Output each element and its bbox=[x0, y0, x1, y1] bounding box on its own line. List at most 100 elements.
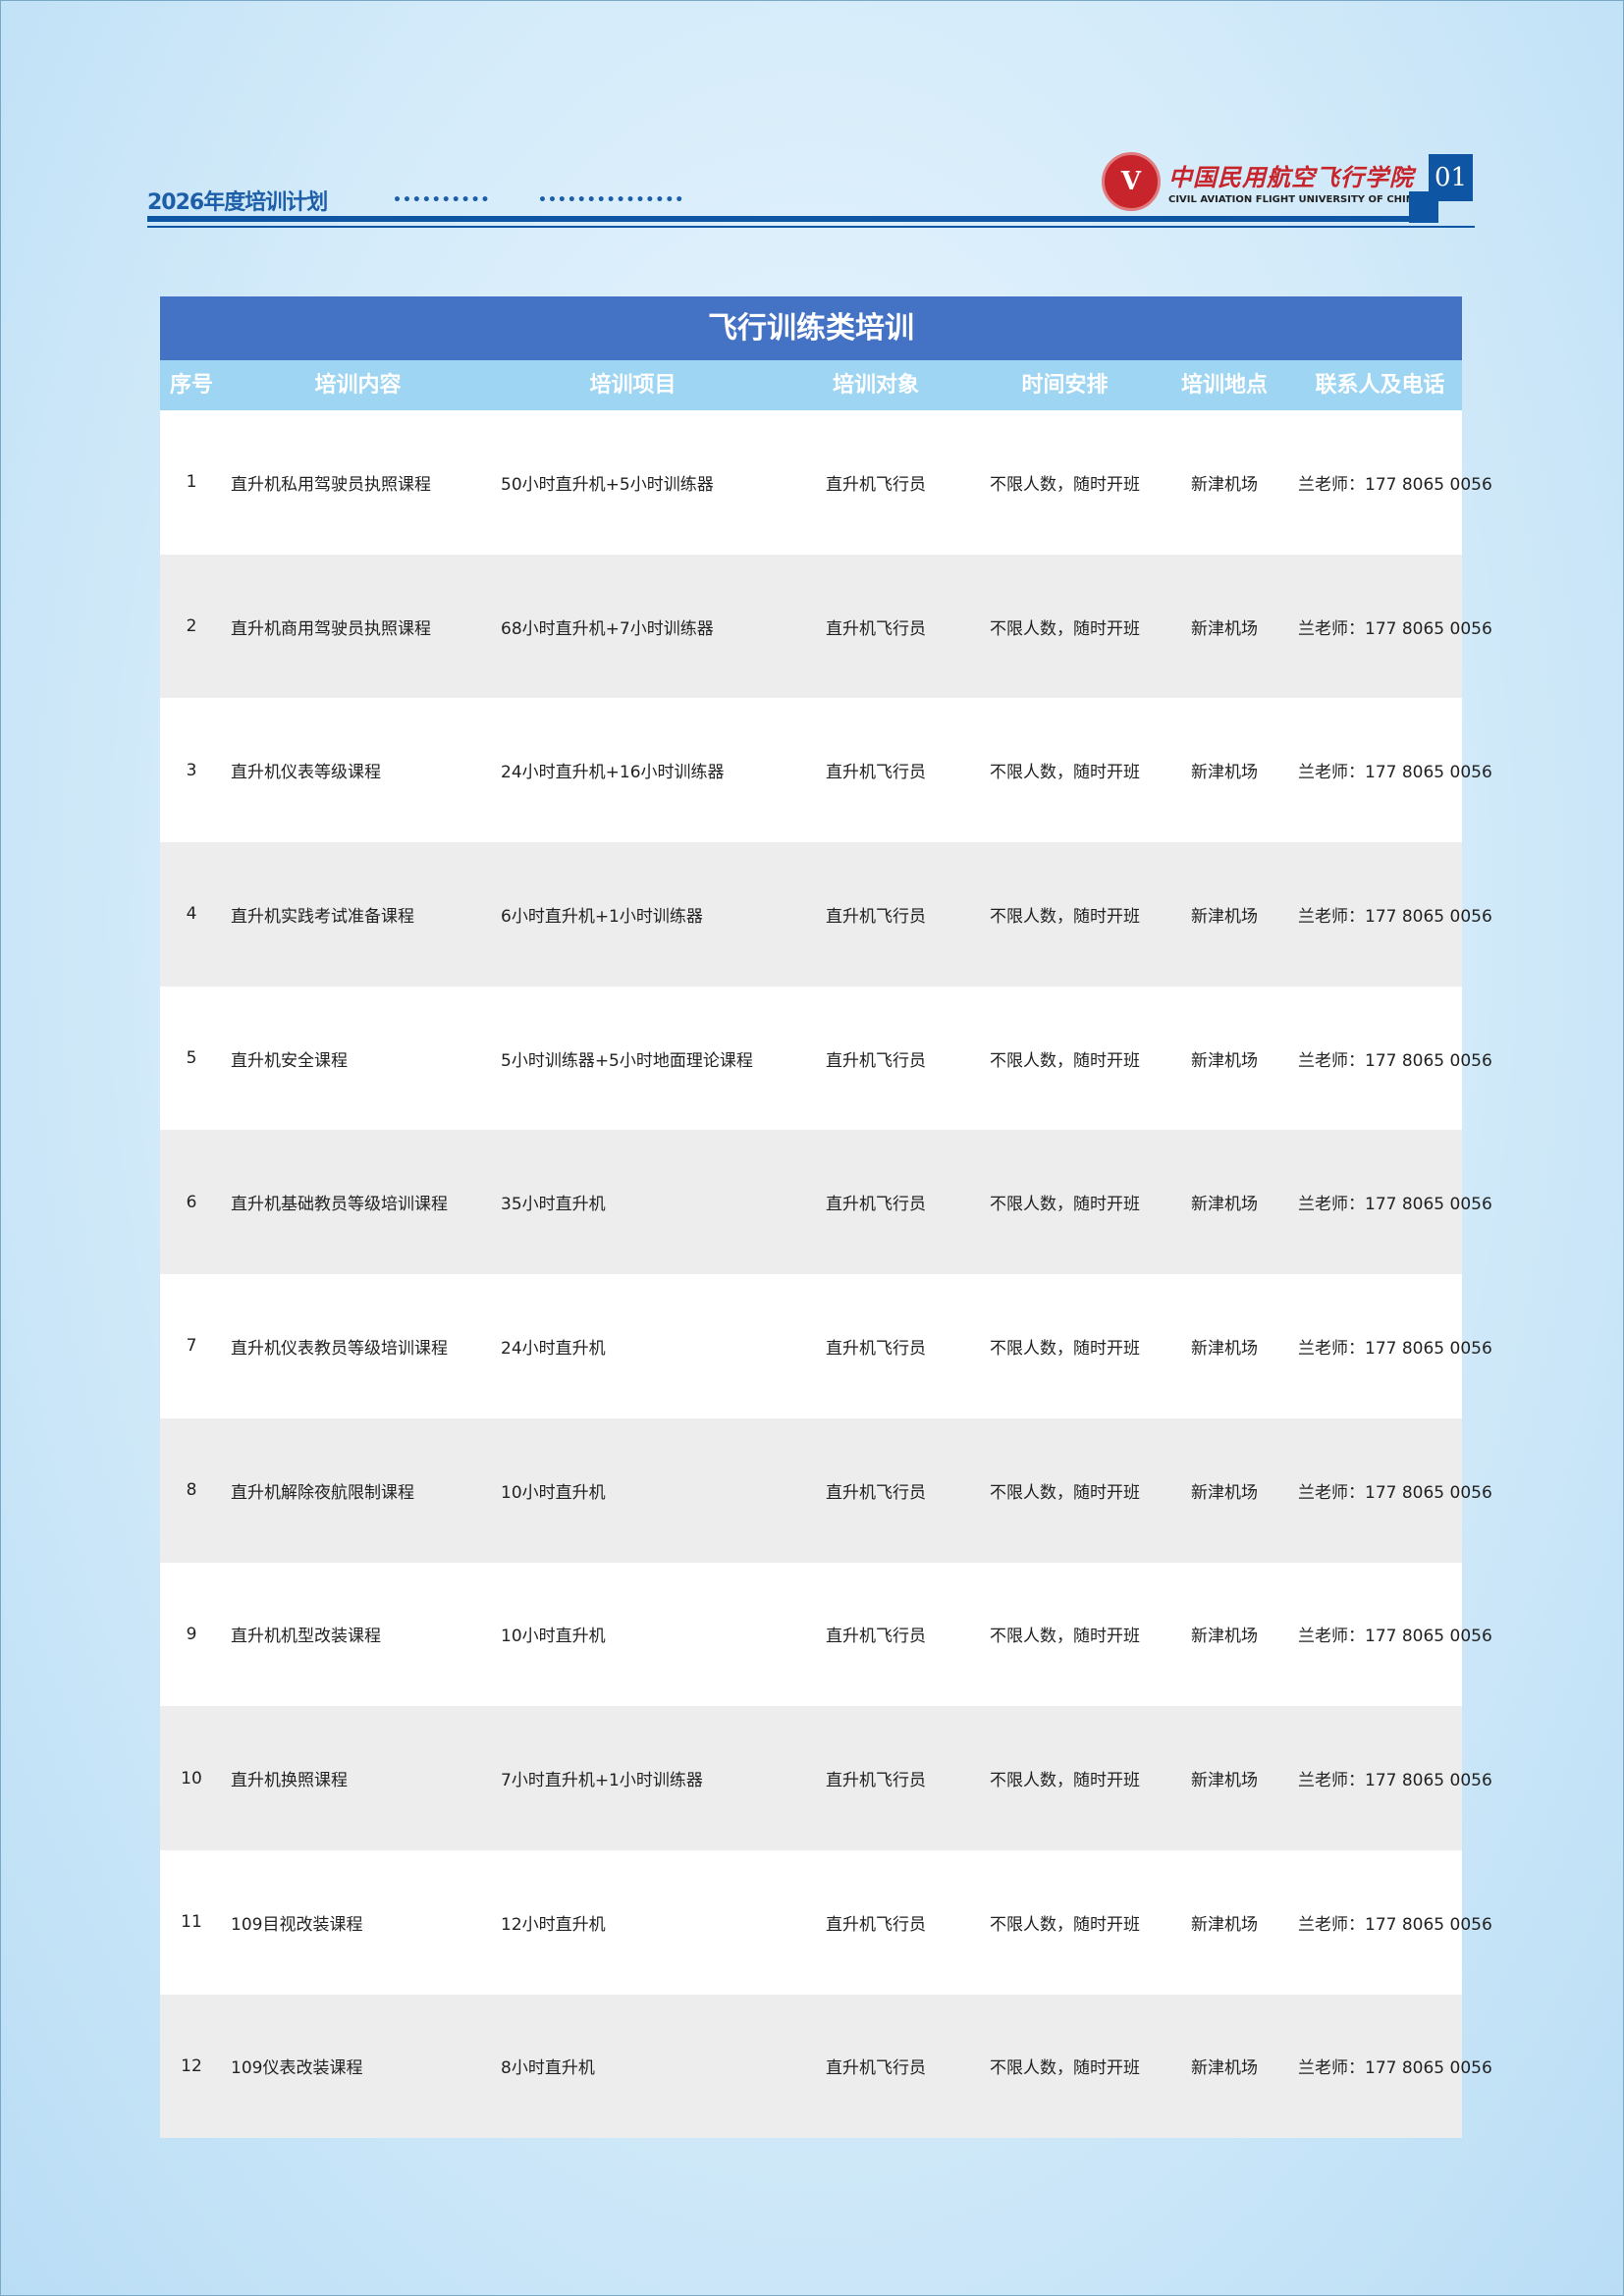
cell-row-number: 3 bbox=[186, 760, 197, 780]
cell-training-content: 直升机换照课程 bbox=[231, 1771, 348, 1791]
cell-location: 新津机场 bbox=[1191, 2058, 1258, 2079]
cell-contact: 兰老师：177 8065 0056 bbox=[1298, 474, 1492, 495]
cell-row-number: 8 bbox=[186, 1480, 197, 1501]
cell-training-content: 直升机仪表教员等级培训课程 bbox=[231, 1338, 448, 1359]
cell-training-item: 5小时训练器+5小时地面理论课程 bbox=[501, 1050, 753, 1071]
cell-training-content: 直升机仪表等级课程 bbox=[231, 763, 381, 783]
cell-contact: 兰老师：177 8065 0056 bbox=[1298, 618, 1492, 639]
cell-training-content: 直升机基础教员等级培训课程 bbox=[231, 1195, 448, 1215]
cell-training-item: 7小时直升机+1小时训练器 bbox=[501, 1771, 703, 1791]
table-row: 8 直升机解除夜航限制课程 10小时直升机 直升机飞行员 不限人数，随时开班 新津机场 兰老… bbox=[160, 1417, 1492, 1563]
cell-contact: 兰老师：177 8065 0056 bbox=[1298, 763, 1492, 783]
table-row: 3 直升机仪表等级课程 24小时直升机+16小时训练器 直升机飞行员 不限人数，随时开班… bbox=[160, 698, 1492, 843]
cell-training-target: 直升机飞行员 bbox=[826, 906, 926, 927]
cell-row-number: 12 bbox=[181, 2056, 202, 2076]
cell-training-target: 直升机飞行员 bbox=[826, 1482, 926, 1503]
cell-contact: 兰老师：177 8065 0056 bbox=[1298, 1627, 1492, 1647]
cell-training-content: 直升机安全课程 bbox=[231, 1050, 348, 1071]
cell-schedule: 不限人数，随时开班 bbox=[990, 618, 1140, 639]
column-header: 培训对象 bbox=[832, 372, 919, 398]
cell-contact: 兰老师：177 8065 0056 bbox=[1298, 1050, 1492, 1071]
cell-row-number: 9 bbox=[186, 1624, 197, 1644]
column-header: 培训项目 bbox=[589, 372, 677, 398]
table-body: 1 直升机私用驾驶员执照课程 50小时直升机+5小时训练器 直升机飞行员 不限人数，随时… bbox=[160, 410, 1492, 2139]
cell-training-item: 24小时直升机+16小时训练器 bbox=[501, 763, 725, 783]
cell-schedule: 不限人数，随时开班 bbox=[990, 1627, 1140, 1647]
cell-location: 新津机场 bbox=[1191, 1627, 1258, 1647]
cell-training-item: 10小时直升机 bbox=[501, 1482, 606, 1503]
document-title: 2026年度培训计划 bbox=[147, 190, 328, 215]
cell-schedule: 不限人数，随时开班 bbox=[990, 763, 1140, 783]
seal-icon bbox=[1102, 152, 1161, 211]
table-title: 飞行训练类培训 bbox=[160, 296, 1462, 360]
column-header: 培训内容 bbox=[314, 372, 402, 398]
cell-training-target: 直升机飞行员 bbox=[826, 1914, 926, 1935]
cell-row-number: 1 bbox=[186, 472, 197, 493]
cell-training-target: 直升机飞行员 bbox=[826, 1195, 926, 1215]
column-header: 序号 bbox=[169, 372, 213, 398]
cell-row-number: 4 bbox=[186, 904, 197, 925]
cell-contact: 兰老师：177 8065 0056 bbox=[1298, 1195, 1492, 1215]
page-number: 01 bbox=[1429, 154, 1473, 201]
cell-contact: 兰老师：177 8065 0056 bbox=[1298, 1338, 1492, 1359]
cell-schedule: 不限人数，随时开班 bbox=[990, 1771, 1140, 1791]
cell-training-content: 直升机私用驾驶员执照课程 bbox=[231, 474, 431, 495]
header-rule bbox=[147, 216, 1414, 222]
cell-location: 新津机场 bbox=[1191, 763, 1258, 783]
cell-training-content: 直升机机型改装课程 bbox=[231, 1627, 381, 1647]
cell-contact: 兰老师：177 8065 0056 bbox=[1298, 1482, 1492, 1503]
cell-row-number: 5 bbox=[186, 1048, 197, 1069]
cell-training-item: 24小时直升机 bbox=[501, 1338, 606, 1359]
column-header: 培训地点 bbox=[1180, 372, 1268, 398]
cell-schedule: 不限人数，随时开班 bbox=[990, 1482, 1140, 1503]
cell-location: 新津机场 bbox=[1191, 1482, 1258, 1503]
logo-english-name: CIVIL AVIATION FLIGHT UNIVERSITY OF CHIN… bbox=[1168, 194, 1422, 205]
table-row: 7 直升机仪表教员等级培训课程 24小时直升机 直升机飞行员 不限人数，随时开班 新津机场… bbox=[160, 1274, 1492, 1418]
decorative-dots: ••••••••••••••• bbox=[538, 192, 685, 208]
table-row: 9 直升机机型改装课程 10小时直升机 直升机飞行员 不限人数，随时开班 新津机场 兰老师：… bbox=[160, 1562, 1492, 1707]
table-row: 11 109目视改装课程 12小时直升机 直升机飞行员 不限人数，随时开班 新津机场 兰老师… bbox=[160, 1849, 1492, 1995]
cell-row-number: 2 bbox=[186, 616, 197, 637]
training-table: 飞行训练类培训 序号 培训内容 培训项目 培训对象 时间安排 培训地点 联系人及电话 1 直升… bbox=[160, 296, 1492, 2139]
cell-schedule: 不限人数，随时开班 bbox=[990, 1195, 1140, 1215]
cell-training-item: 68小时直升机+7小时训练器 bbox=[501, 618, 714, 639]
cell-location: 新津机场 bbox=[1191, 618, 1258, 639]
column-header: 联系人及电话 bbox=[1315, 372, 1445, 398]
table-row: 10 直升机换照课程 7小时直升机+1小时训练器 直升机飞行员 不限人数，随时开班 新津机… bbox=[160, 1706, 1492, 1850]
cell-training-item: 12小时直升机 bbox=[501, 1914, 606, 1935]
cell-training-target: 直升机飞行员 bbox=[826, 618, 926, 639]
table-row: 12 109仪表改装课程 8小时直升机 直升机飞行员 不限人数，随时开班 新津机场 兰老师：… bbox=[160, 1994, 1492, 2139]
cell-location: 新津机场 bbox=[1191, 474, 1258, 495]
column-header: 时间安排 bbox=[1021, 372, 1109, 398]
cell-training-content: 直升机实践考试准备课程 bbox=[231, 906, 414, 927]
cell-training-item: 6小时直升机+1小时训练器 bbox=[501, 906, 703, 927]
cell-training-content: 109目视改装课程 bbox=[231, 1914, 363, 1935]
cell-contact: 兰老师：177 8065 0056 bbox=[1298, 2058, 1492, 2079]
table-row: 2 直升机商用驾驶员执照课程 68小时直升机+7小时训练器 直升机飞行员 不限人数，随时… bbox=[160, 554, 1492, 699]
cell-row-number: 10 bbox=[181, 1768, 202, 1789]
cell-row-number: 11 bbox=[181, 1912, 202, 1933]
cell-training-content: 直升机商用驾驶员执照课程 bbox=[231, 618, 431, 639]
cell-schedule: 不限人数，随时开班 bbox=[990, 2058, 1140, 2079]
cell-schedule: 不限人数，随时开班 bbox=[990, 906, 1140, 927]
cell-location: 新津机场 bbox=[1191, 1050, 1258, 1071]
cell-training-item: 10小时直升机 bbox=[501, 1627, 606, 1647]
table-row: 1 直升机私用驾驶员执照课程 50小时直升机+5小时训练器 直升机飞行员 不限人数，随时… bbox=[160, 410, 1492, 555]
table-row: 4 直升机实践考试准备课程 6小时直升机+1小时训练器 直升机飞行员 不限人数，随时开班… bbox=[160, 842, 1492, 987]
decorative-dots: •••••••••• bbox=[393, 192, 491, 208]
cell-training-target: 直升机飞行员 bbox=[826, 1338, 926, 1359]
cell-location: 新津机场 bbox=[1191, 1195, 1258, 1215]
cell-training-target: 直升机飞行员 bbox=[826, 474, 926, 495]
logo-chinese-name: 中国民用航空飞行学院 bbox=[1168, 163, 1414, 191]
table-header-row: 序号 培训内容 培训项目 培训对象 时间安排 培训地点 联系人及电话 bbox=[160, 360, 1462, 410]
cell-contact: 兰老师：177 8065 0056 bbox=[1298, 1771, 1492, 1791]
cell-schedule: 不限人数，随时开班 bbox=[990, 1050, 1140, 1071]
cell-location: 新津机场 bbox=[1191, 1771, 1258, 1791]
cell-training-target: 直升机飞行员 bbox=[826, 763, 926, 783]
cell-training-target: 直升机飞行员 bbox=[826, 1627, 926, 1647]
university-logo: 中国民用航空飞行学院 CIVIL AVIATION FLIGHT UNIVERS… bbox=[1102, 152, 1422, 211]
cell-schedule: 不限人数，随时开班 bbox=[990, 1914, 1140, 1935]
table-row: 5 直升机安全课程 5小时训练器+5小时地面理论课程 直升机飞行员 不限人数，随时开班 新… bbox=[160, 986, 1492, 1131]
cell-contact: 兰老师：177 8065 0056 bbox=[1298, 1914, 1492, 1935]
cell-training-content: 109仪表改装课程 bbox=[231, 2058, 363, 2079]
